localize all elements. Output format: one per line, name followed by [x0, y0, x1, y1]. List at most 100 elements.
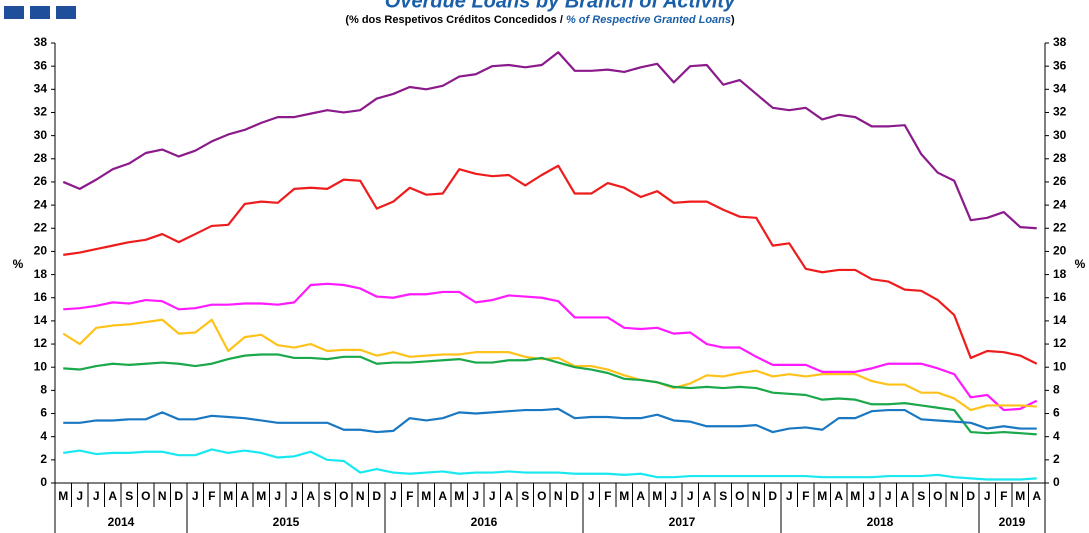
y-tick-label: 0	[40, 475, 47, 489]
x-tick-label: J	[670, 489, 677, 503]
chart-subtitle: (% dos Respetivos Créditos Concedidos / …	[345, 14, 735, 26]
y-tick-label: 38	[34, 35, 48, 49]
year-label: 2016	[471, 515, 498, 529]
x-tick-label: M	[850, 489, 860, 503]
x-tick-label: D	[768, 489, 777, 503]
x-tick-label: M	[421, 489, 431, 503]
x-tick-label: S	[521, 489, 529, 503]
logo-block	[4, 6, 24, 19]
x-tick-label: O	[141, 489, 150, 503]
x-tick-label: M	[454, 489, 464, 503]
x-tick-label: M	[58, 489, 68, 503]
x-tick-label: O	[537, 489, 546, 503]
x-tick-label: A	[636, 489, 645, 503]
year-label: 2015	[273, 515, 300, 529]
x-tick-label: S	[323, 489, 331, 503]
y2-tick-label: 24	[1053, 197, 1067, 211]
x-tick-label: M	[652, 489, 662, 503]
x-tick-label: A	[108, 489, 117, 503]
x-tick-label: J	[192, 489, 199, 503]
y2-tick-label: 26	[1053, 174, 1067, 188]
x-tick-label: N	[950, 489, 959, 503]
chart-title: Overdue Loans by Branch of Activity	[385, 0, 736, 12]
y2-tick-label: 0	[1053, 475, 1060, 489]
x-tick-label: M	[619, 489, 629, 503]
x-tick-label: S	[125, 489, 133, 503]
y2-tick-label: 12	[1053, 336, 1067, 350]
x-tick-label: A	[306, 489, 315, 503]
x-tick-label: A	[834, 489, 843, 503]
y2-tick-label: 30	[1053, 128, 1067, 142]
x-tick-label: J	[489, 489, 496, 503]
x-tick-label: A	[504, 489, 513, 503]
series-line	[63, 282, 1038, 412]
y-tick-label: 20	[34, 244, 48, 258]
x-tick-label: D	[966, 489, 975, 503]
subtitle-en: % of Respective Granted Loans	[566, 14, 731, 26]
year-label: 2018	[867, 515, 894, 529]
x-tick-label: M	[817, 489, 827, 503]
x-tick-label: O	[933, 489, 942, 503]
y-tick-label: 2	[40, 452, 47, 466]
y2-tick-label: 34	[1053, 81, 1067, 95]
logo-block	[30, 6, 50, 19]
x-tick-label: A	[702, 489, 711, 503]
y-tick-label: 18	[34, 267, 48, 281]
x-tick-label: J	[390, 489, 397, 503]
y2-tick-label: 16	[1053, 290, 1067, 304]
x-tick-label: N	[752, 489, 761, 503]
y2-tick-label: 14	[1053, 313, 1067, 327]
x-tick-label: J	[76, 489, 83, 503]
x-tick-label: S	[719, 489, 727, 503]
x-tick-label: N	[158, 489, 167, 503]
x-tick-label: O	[735, 489, 744, 503]
year-label: 2014	[108, 515, 135, 529]
logo	[4, 6, 76, 19]
x-tick-label: J	[93, 489, 100, 503]
subtitle-pt: (% dos Respetivos Créditos Concedidos /	[345, 14, 566, 26]
year-label: 2019	[999, 515, 1026, 529]
x-tick-label: N	[356, 489, 365, 503]
y-axis-label: %	[13, 257, 24, 271]
y2-tick-label: 8	[1053, 383, 1060, 397]
y-tick-label: 4	[40, 429, 47, 443]
y2-tick-label: 22	[1053, 220, 1067, 234]
y-tick-label: 30	[34, 128, 48, 142]
x-tick-label: J	[588, 489, 595, 503]
x-tick-label: F	[604, 489, 611, 503]
series-line	[63, 407, 1037, 434]
x-tick-label: M	[223, 489, 233, 503]
x-tick-label: N	[554, 489, 563, 503]
x-tick-label: J	[868, 489, 875, 503]
y2-tick-label: 2	[1053, 452, 1060, 466]
y2-tick-label: 32	[1053, 105, 1067, 119]
x-tick-label: J	[687, 489, 694, 503]
x-tick-label: F	[208, 489, 215, 503]
y-tick-label: 6	[40, 406, 47, 420]
x-tick-label: A	[1032, 489, 1041, 503]
y-tick-label: 36	[34, 58, 48, 72]
x-tick-label: A	[240, 489, 249, 503]
series-line	[62, 318, 1037, 412]
x-tick-label: J	[984, 489, 991, 503]
x-tick-label: O	[339, 489, 348, 503]
y2-tick-label: 20	[1053, 244, 1067, 258]
x-tick-label: D	[570, 489, 579, 503]
y-tick-label: 22	[34, 220, 48, 234]
y-tick-label: 32	[34, 105, 48, 119]
subtitle-end: )	[731, 14, 735, 26]
x-tick-label: F	[1000, 489, 1007, 503]
x-tick-label: M	[1015, 489, 1025, 503]
x-tick-label: A	[438, 489, 447, 503]
series-line	[63, 164, 1038, 365]
x-tick-label: F	[802, 489, 809, 503]
y2-tick-label: 4	[1053, 429, 1060, 443]
y-tick-label: 34	[34, 81, 48, 95]
y2-tick-label: 10	[1053, 359, 1067, 373]
series-line	[63, 448, 1037, 481]
y2-tick-label: 38	[1053, 35, 1067, 49]
series-line	[63, 353, 1037, 436]
y2-tick-label: 18	[1053, 267, 1067, 281]
y2-tick-label: 6	[1053, 406, 1060, 420]
